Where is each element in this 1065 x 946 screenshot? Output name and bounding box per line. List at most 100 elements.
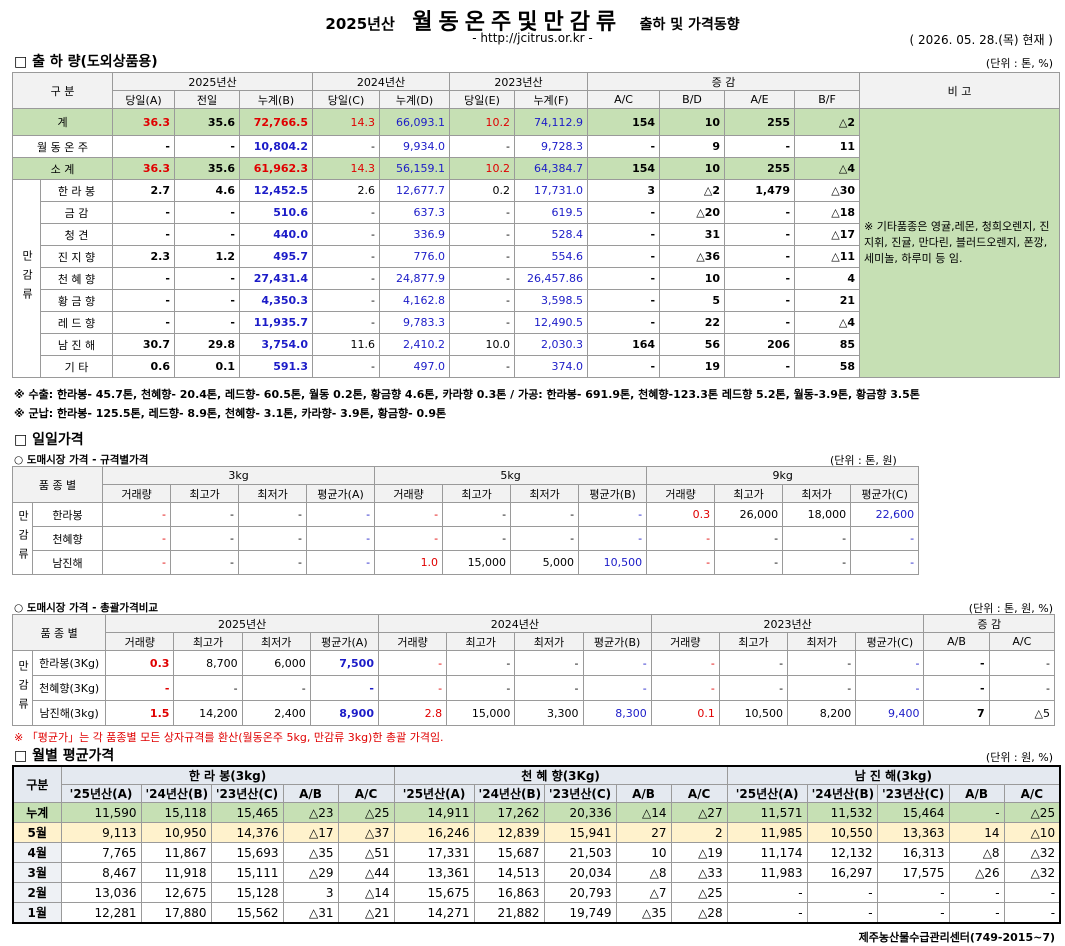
cell: 17,575: [876, 862, 950, 883]
cell: -: [102, 502, 172, 527]
cell: -: [514, 650, 584, 676]
cell: 16,313: [876, 842, 950, 863]
header-cell: 누계(B): [239, 90, 313, 109]
cell: 3,598.5: [514, 289, 589, 312]
row-label: 한라봉(3Kg): [32, 650, 107, 676]
cell: 9,113: [60, 822, 142, 843]
cell: △2: [794, 108, 861, 136]
cell: 7,500: [309, 650, 379, 676]
cell: 21,882: [473, 902, 545, 924]
cell: 12,281: [60, 902, 142, 924]
cell: 336.9: [378, 223, 451, 246]
cell: -: [855, 675, 925, 701]
cell: 16,297: [806, 862, 878, 883]
cell: 66,093.1: [378, 108, 451, 136]
cell: 15,000: [446, 700, 516, 726]
cell: 15,465: [210, 802, 284, 823]
overall-price-table: 품 종 별 2025년산 2024년산 2023년산 증 감 거래량 최고가 최저가 평균가(A…: [11, 614, 1056, 726]
cell: 1.2: [174, 245, 240, 268]
cell: -: [850, 550, 920, 575]
size-price-table: 품 종 별 3kg 5kg 9kg 거래량 최고가 최저가 평균가(A) 거래량 최고가 최저가 평균…: [11, 466, 920, 575]
cell: -: [174, 267, 240, 290]
header-cell: 거래량: [105, 632, 175, 651]
header-cell: 최고가: [173, 632, 243, 651]
group-label: 만감류: [12, 179, 41, 378]
header-cell: B/F: [794, 90, 861, 109]
cell: △18: [794, 201, 861, 224]
header-cell: 누계(D): [378, 90, 451, 109]
cell: 15,000: [442, 550, 512, 575]
cell: 11: [794, 135, 861, 158]
row-label: 남진해(3kg): [32, 700, 107, 726]
row-label: 천 혜 향: [40, 267, 113, 290]
cell: △51: [337, 842, 395, 863]
cell: 9,934.0: [378, 135, 451, 158]
row-label: 3월: [12, 862, 62, 883]
cell: △35: [615, 902, 672, 924]
cell: -: [312, 223, 380, 246]
header-cell: 비 고: [859, 72, 1061, 109]
cell: 10: [615, 842, 672, 863]
cell: 10,804.2: [239, 135, 313, 158]
cell: -: [855, 650, 925, 676]
header-cell: '25년산(A): [726, 784, 808, 803]
cell: 10.2: [449, 157, 516, 180]
cell: △26: [948, 862, 1005, 883]
cell: 11,590: [60, 802, 142, 823]
cell: -: [988, 650, 1056, 676]
cell: 20,034: [543, 862, 617, 883]
cell: -: [173, 675, 243, 701]
cell: -: [112, 135, 175, 158]
footer: 제주농산물수급관리센터(749-2015~7): [858, 931, 1055, 944]
cell: -: [174, 135, 240, 158]
cell: -: [312, 245, 380, 268]
cell: -: [510, 526, 580, 551]
cell: -: [587, 355, 661, 378]
cell: -: [309, 675, 379, 701]
cell: 13,361: [393, 862, 475, 883]
cell: 4: [794, 267, 861, 290]
cell: △2: [659, 179, 726, 202]
header-cell: '23년산(C): [543, 784, 617, 803]
cell: 10: [659, 267, 726, 290]
cell: -: [782, 526, 852, 551]
cell: △4: [794, 157, 861, 180]
cell: 10,500: [718, 700, 789, 726]
cell: -: [988, 675, 1056, 701]
cell: 22,600: [850, 502, 920, 527]
cell: -: [377, 650, 448, 676]
cell: 2.3: [112, 245, 175, 268]
cell: 18,000: [782, 502, 852, 527]
header-cell: 누계(F): [514, 90, 589, 109]
cell: 58: [794, 355, 861, 378]
cell: △23: [282, 802, 339, 823]
cell: 3: [587, 179, 661, 202]
cell: 14,513: [473, 862, 545, 883]
monthly-price-table: 구분 한 라 봉(3kg) 천 혜 향(3Kg) 남 진 해(3kg) '25년산(A)…: [12, 765, 1062, 924]
cell: 7,765: [60, 842, 142, 863]
cell: -: [718, 650, 789, 676]
header-cell: 거래량: [374, 484, 444, 503]
cell: -: [312, 289, 380, 312]
cell: -: [112, 311, 175, 334]
cell: 6,000: [241, 650, 311, 676]
cell: 11,985: [726, 822, 808, 843]
header-cell: 최저가: [787, 632, 857, 651]
header-cell: 2025년산: [105, 614, 379, 633]
cell: 8,200: [787, 700, 857, 726]
row-label: 2월: [12, 882, 62, 903]
header-cell: 평균가(A): [306, 484, 376, 503]
header-cell: 당일(A): [112, 90, 175, 109]
header-cell: 평균가(C): [855, 632, 925, 651]
row-label: 소 계: [12, 157, 113, 180]
header-cell: 품 종 별: [11, 466, 104, 503]
cell: △17: [282, 822, 339, 843]
cell: 528.4: [514, 223, 589, 246]
cell: △5: [988, 700, 1056, 726]
cell: 27: [615, 822, 672, 843]
cell: 374.0: [514, 355, 589, 378]
header-cell: A/B: [923, 632, 990, 651]
subtitle: 출하 및 가격동향: [639, 17, 740, 33]
header-cell: 3kg: [102, 466, 376, 485]
